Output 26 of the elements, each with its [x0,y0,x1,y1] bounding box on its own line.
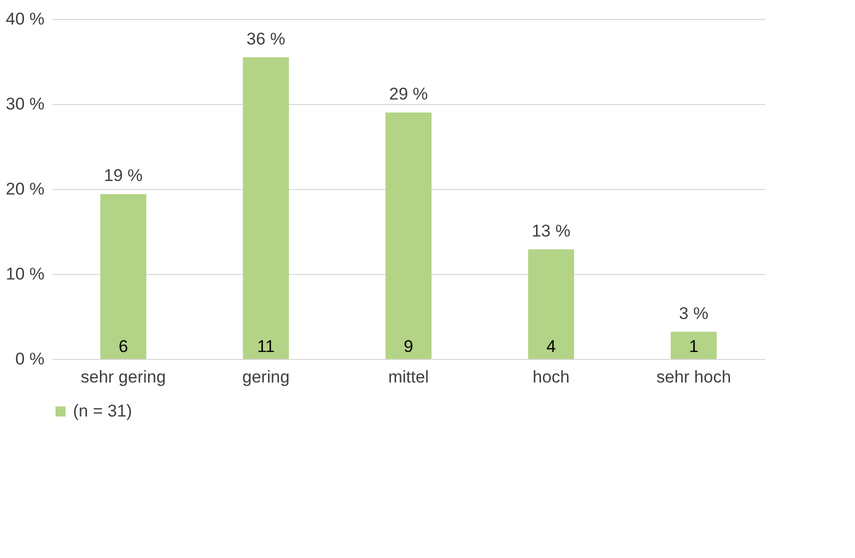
y-tick-label: 10 % [6,264,44,284]
x-tick-label: sehr hoch [656,368,732,386]
annotation: 1 [688,337,698,356]
data-label: 13 % [532,221,570,240]
legend-label: (n = 31) [73,402,132,420]
annotation: 6 [118,337,128,356]
annotation: 11 [257,337,275,356]
x-tick-label: sehr gering [80,368,166,386]
x-tick-label: mittel [388,368,429,386]
bar [242,57,289,359]
y-tick-label: 0 % [15,350,44,368]
data-label: 29 % [389,84,428,104]
data-label: 19 % [104,166,143,186]
annotation: 4 [546,337,556,356]
y-tick-label: 40 % [6,10,44,28]
y-tick-label: 20 % [6,180,44,198]
y-tick-label: 30 % [6,94,44,114]
bar [670,332,717,359]
bar [528,249,574,359]
annotation: 9 [404,337,414,356]
bar [386,112,432,359]
x-tick-label: gering [242,368,290,386]
x-tick-label: hoch [532,368,570,386]
data-label: 36 % [246,29,286,48]
data-label: 3 % [679,304,708,323]
bar [100,194,146,359]
